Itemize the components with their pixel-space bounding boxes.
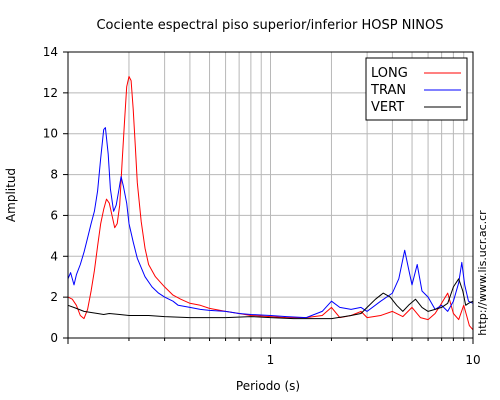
y-tick-label: 2 (50, 290, 58, 304)
website-url: http://www.lis.ucr.ac.cr (476, 210, 489, 336)
legend-box (365, 57, 468, 121)
y-tick-label: 8 (50, 168, 58, 182)
y-axis-label: Amplitud (4, 168, 18, 222)
x-axis-label: Periodo (s) (236, 379, 300, 393)
legend-label-vert: VERT (371, 100, 404, 115)
y-tick-label: 12 (43, 86, 58, 100)
legend-label-tran: TRAN (370, 83, 406, 98)
axes: 0 2 4 6 8 10 12 14 1 10 (43, 45, 481, 367)
series-lines (67, 76, 474, 331)
y-tick-label: 4 (50, 249, 58, 263)
legend-label-long: LONG (371, 66, 408, 81)
series-line-tran (67, 127, 474, 319)
y-tick-label: 10 (43, 127, 58, 141)
y-tick-label: 6 (50, 208, 58, 222)
x-tick-label: 1 (267, 353, 275, 367)
y-tick-label: 0 (50, 331, 58, 345)
series-line-long (67, 76, 474, 331)
series-line-vert (67, 278, 474, 320)
chart-title: Cociente espectral piso superior/inferio… (96, 18, 443, 33)
x-tick-label: 10 (465, 353, 480, 367)
y-tick-label: 14 (43, 45, 58, 59)
legend: LONG TRAN VERT (365, 57, 468, 121)
